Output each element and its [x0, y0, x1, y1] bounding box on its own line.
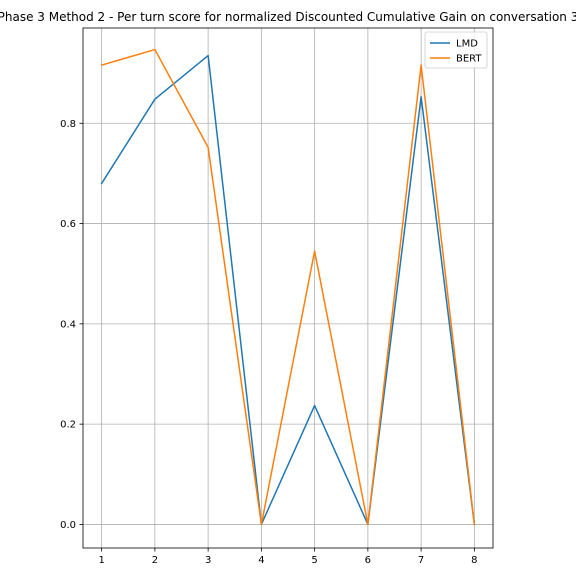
- chart-title: Phase 3 Method 2 - Per turn score for no…: [0, 10, 576, 24]
- legend-label: BERT: [456, 54, 482, 65]
- series-lines: [100, 48, 476, 526]
- legend-label: LMD: [456, 39, 478, 50]
- plot-frame: [82, 27, 494, 549]
- y-tick-label: 0.2: [60, 420, 76, 431]
- x-tick-label: 1: [98, 555, 104, 566]
- legend-box: [424, 31, 488, 69]
- x-tick-label: 2: [152, 555, 158, 566]
- y-tick-label: 0.8: [60, 119, 76, 130]
- y-tick-label: 0.4: [60, 319, 76, 330]
- series-line-lmd: [100, 54, 476, 526]
- x-tick-label: 8: [471, 555, 477, 566]
- legend: LMD BERT: [424, 31, 488, 69]
- grid-lines: [83, 28, 493, 548]
- x-tick-label: 3: [205, 555, 211, 566]
- x-tick-label: 7: [418, 555, 424, 566]
- x-tick-label: 5: [311, 555, 317, 566]
- axis-ticks: 1 2 3 4 5 6 7 8 0.0 0.2 0.4 0.6 0.8: [60, 119, 477, 566]
- y-tick-label: 0.6: [60, 219, 76, 230]
- series-line-bert: [100, 48, 476, 526]
- x-tick-label: 4: [258, 555, 264, 566]
- y-tick-label: 0.0: [60, 520, 76, 531]
- x-tick-label: 6: [365, 555, 371, 566]
